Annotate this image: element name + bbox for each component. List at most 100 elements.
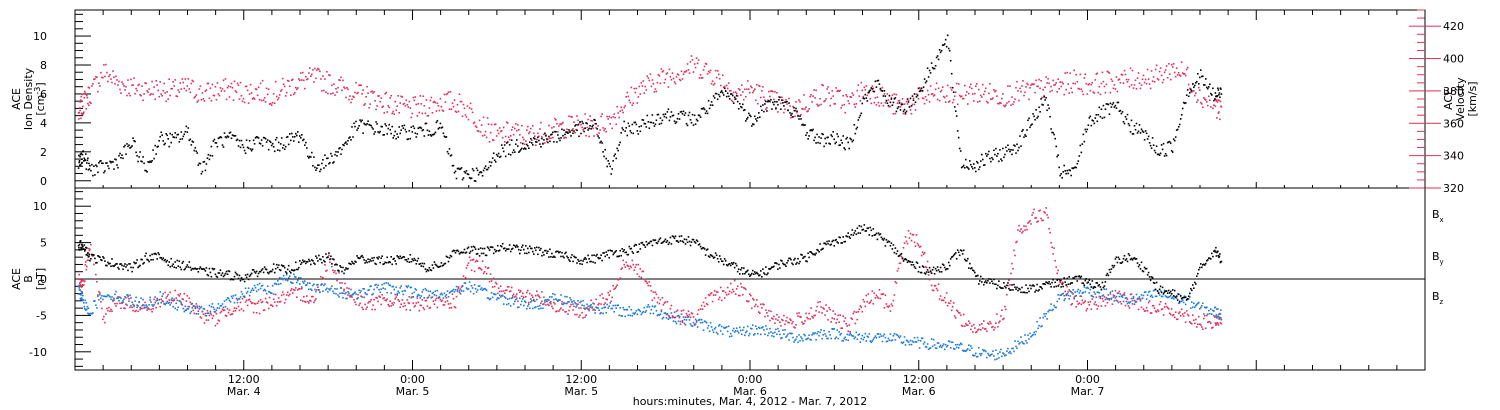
by-point: [238, 298, 241, 300]
velocity-point: [79, 109, 81, 112]
bz-point: [369, 300, 371, 303]
by-point: [1084, 291, 1087, 293]
by-point: [799, 340, 801, 342]
velocity-point: [1109, 91, 1112, 94]
velocity-point: [1162, 78, 1165, 81]
density-point: [301, 134, 303, 136]
bz-point: [1081, 299, 1084, 302]
velocity-point: [588, 135, 590, 138]
by-point: [368, 289, 370, 291]
by-point: [714, 326, 717, 329]
bz-point: [875, 294, 878, 297]
bz-point: [188, 297, 191, 300]
by-point: [1123, 294, 1126, 296]
by-point: [709, 322, 712, 324]
by-point: [801, 337, 803, 340]
velocity-point: [638, 85, 641, 88]
density-point: [1217, 89, 1220, 91]
by-point: [178, 300, 181, 302]
density-point: [882, 95, 885, 97]
bz-point: [135, 309, 137, 312]
velocity-point: [580, 123, 582, 126]
bz-point: [109, 310, 111, 312]
velocity-point: [351, 98, 353, 101]
velocity-point: [602, 127, 604, 129]
by-point: [967, 348, 969, 350]
density-point: [1018, 146, 1020, 149]
bz-point: [903, 242, 906, 244]
bz-point: [178, 295, 181, 297]
by-point: [678, 315, 681, 318]
by-point: [531, 299, 533, 302]
bz-point: [460, 286, 463, 288]
density-point: [532, 144, 534, 146]
by-point: [743, 326, 745, 329]
velocity-point: [244, 85, 247, 88]
density-point: [1220, 88, 1222, 90]
velocity-point: [864, 88, 867, 91]
velocity-point: [1087, 84, 1090, 86]
velocity-point: [943, 96, 946, 99]
bz-point: [265, 301, 268, 303]
density-point: [814, 136, 816, 139]
bz-point: [164, 291, 166, 294]
by-point: [613, 311, 615, 313]
density-point: [209, 154, 212, 157]
velocity-point: [1138, 82, 1141, 84]
density-point: [1122, 121, 1125, 123]
density-point: [944, 38, 947, 41]
velocity-point: [768, 90, 770, 93]
velocity-point: [645, 89, 648, 91]
by-point: [876, 333, 879, 335]
density-point: [545, 134, 547, 137]
velocity-point: [380, 97, 382, 99]
density-point: [561, 128, 563, 131]
by-point: [199, 307, 202, 309]
velocity-point: [123, 85, 125, 87]
bz-point: [375, 296, 377, 299]
velocity-point: [950, 89, 953, 91]
by-point: [349, 294, 351, 297]
bz-point: [102, 318, 104, 321]
bz-point: [989, 320, 991, 323]
by-point: [523, 304, 525, 307]
bz-point: [1053, 247, 1055, 249]
bz-point: [1012, 268, 1014, 270]
by-point: [746, 330, 748, 332]
density-point: [554, 130, 556, 133]
density-point: [1171, 151, 1174, 153]
bz-point: [982, 327, 984, 329]
density-point: [1065, 172, 1067, 175]
density-point: [769, 100, 771, 103]
density-point: [776, 101, 778, 103]
bz-point: [448, 307, 451, 309]
by-point: [783, 333, 785, 335]
velocity-point: [846, 95, 848, 98]
bz-point: [1197, 323, 1199, 326]
by-point: [445, 294, 448, 296]
velocity-point: [782, 99, 784, 102]
by-point: [512, 303, 515, 305]
by-point: [832, 328, 834, 330]
by-point: [754, 333, 756, 335]
density-point: [132, 137, 134, 139]
velocity-point: [1110, 78, 1113, 81]
by-point: [1099, 295, 1102, 298]
velocity-point: [523, 138, 525, 141]
by-point: [1181, 299, 1184, 301]
bz-point: [904, 236, 907, 238]
by-point: [174, 307, 176, 310]
by-point: [1007, 347, 1009, 350]
by-point: [901, 342, 904, 345]
bz-point: [845, 323, 847, 325]
by-point: [1218, 313, 1220, 316]
bz-point: [601, 293, 603, 295]
velocity-point: [795, 101, 797, 103]
density-point: [782, 102, 784, 104]
bz-point: [1022, 230, 1024, 233]
bz-point: [1190, 322, 1192, 324]
bz-point: [197, 310, 200, 312]
velocity-point: [497, 132, 500, 135]
by-point: [763, 329, 765, 331]
velocity-point: [690, 55, 693, 57]
